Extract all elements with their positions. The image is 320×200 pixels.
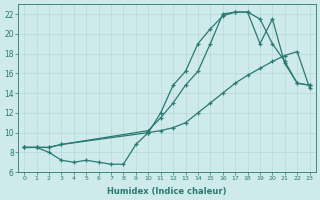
X-axis label: Humidex (Indice chaleur): Humidex (Indice chaleur) bbox=[107, 187, 227, 196]
